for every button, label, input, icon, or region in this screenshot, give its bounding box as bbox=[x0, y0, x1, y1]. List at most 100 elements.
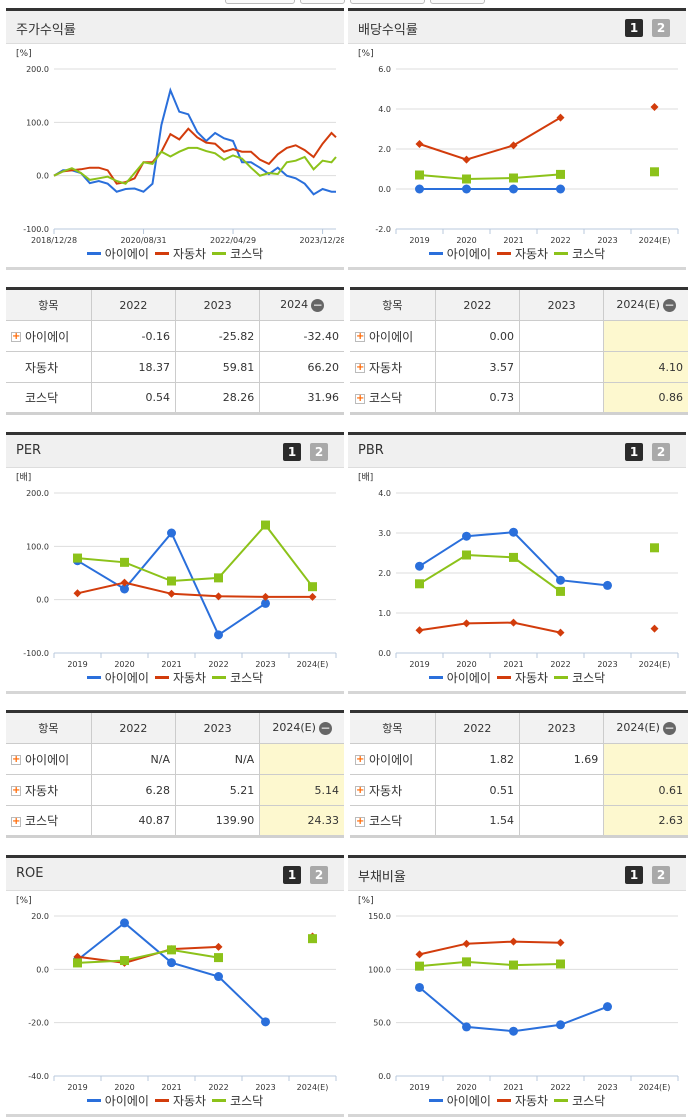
data-point-aieiei[interactable] bbox=[462, 184, 471, 194]
expand-plus-icon[interactable]: + bbox=[355, 362, 365, 373]
legend-item-auto[interactable]: 자동차 bbox=[154, 1092, 206, 1109]
data-point-auto[interactable] bbox=[214, 592, 223, 601]
legend-item-kosdaq[interactable]: 코스닥 bbox=[554, 669, 605, 686]
expand-plus-icon[interactable]: + bbox=[355, 815, 365, 827]
expand-plus-icon[interactable]: + bbox=[355, 754, 365, 765]
data-point-auto[interactable] bbox=[415, 950, 424, 959]
chart-type-1-button[interactable]: 1 bbox=[625, 443, 643, 461]
legend-item-kosdaq[interactable]: 코스닥 bbox=[554, 1092, 605, 1109]
data-point-aieiei[interactable] bbox=[415, 184, 424, 194]
collapse-minus-icon[interactable]: − bbox=[318, 720, 332, 735]
data-point-kosdaq[interactable] bbox=[308, 934, 317, 944]
collapse-minus-icon[interactable]: − bbox=[311, 297, 325, 312]
expand-plus-icon[interactable]: + bbox=[355, 785, 365, 796]
data-point-kosdaq[interactable] bbox=[650, 543, 659, 553]
legend-item-aieiei[interactable]: 아이에이 bbox=[428, 245, 491, 262]
data-point-auto[interactable] bbox=[120, 578, 129, 587]
data-point-kosdaq[interactable] bbox=[462, 550, 471, 560]
data-point-auto[interactable] bbox=[73, 589, 82, 598]
data-point-aieiei[interactable] bbox=[261, 1017, 270, 1027]
chart-type-1-button[interactable]: 1 bbox=[625, 19, 643, 37]
legend-item-aieiei[interactable]: 아이에이 bbox=[428, 669, 491, 686]
expand-plus-icon[interactable]: + bbox=[355, 331, 365, 342]
data-point-aieiei[interactable] bbox=[261, 598, 270, 608]
data-point-aieiei[interactable] bbox=[556, 575, 565, 585]
data-point-auto[interactable] bbox=[261, 592, 270, 601]
legend-item-kosdaq[interactable]: 코스닥 bbox=[212, 245, 263, 262]
data-point-aieiei[interactable] bbox=[415, 982, 424, 992]
data-point-kosdaq[interactable] bbox=[509, 960, 518, 970]
data-point-kosdaq[interactable] bbox=[556, 169, 565, 179]
data-point-kosdaq[interactable] bbox=[462, 957, 471, 967]
data-point-auto[interactable] bbox=[415, 140, 424, 148]
chart-type-1-button[interactable]: 1 bbox=[625, 866, 643, 884]
expand-plus-icon[interactable]: + bbox=[11, 785, 21, 796]
data-point-kosdaq[interactable] bbox=[415, 579, 424, 589]
toolbar-button[interactable] bbox=[350, 0, 425, 4]
data-point-kosdaq[interactable] bbox=[415, 170, 424, 180]
data-point-aieiei[interactable] bbox=[462, 531, 471, 541]
data-point-kosdaq[interactable] bbox=[73, 958, 82, 968]
toolbar-button[interactable] bbox=[225, 0, 295, 4]
data-point-auto[interactable] bbox=[509, 141, 518, 150]
legend-item-auto[interactable]: 자동차 bbox=[496, 1092, 548, 1109]
data-point-aieiei[interactable] bbox=[603, 1002, 612, 1012]
data-point-aieiei[interactable] bbox=[120, 918, 129, 928]
data-point-kosdaq[interactable] bbox=[308, 582, 317, 592]
data-point-auto[interactable] bbox=[167, 589, 176, 598]
legend-item-aieiei[interactable]: 아이에이 bbox=[86, 1092, 149, 1109]
legend-item-auto[interactable]: 자동차 bbox=[154, 669, 206, 686]
collapse-minus-icon[interactable]: − bbox=[662, 720, 676, 735]
chart-type-2-button[interactable]: 2 bbox=[652, 443, 670, 461]
data-point-kosdaq[interactable] bbox=[415, 961, 424, 971]
data-point-aieiei[interactable] bbox=[462, 1022, 471, 1032]
data-point-aieiei[interactable] bbox=[415, 561, 424, 571]
data-point-kosdaq[interactable] bbox=[556, 586, 565, 596]
data-point-aieiei[interactable] bbox=[167, 528, 176, 538]
data-point-aieiei[interactable] bbox=[556, 1020, 565, 1030]
data-point-auto[interactable] bbox=[214, 942, 223, 951]
data-point-auto[interactable] bbox=[509, 618, 518, 627]
data-point-aieiei[interactable] bbox=[214, 972, 223, 982]
expand-plus-icon[interactable]: + bbox=[11, 754, 21, 765]
data-point-auto[interactable] bbox=[650, 624, 659, 633]
chart-type-2-button[interactable]: 2 bbox=[652, 866, 670, 884]
legend-item-kosdaq[interactable]: 코스닥 bbox=[554, 245, 605, 262]
chart-type-1-button[interactable]: 1 bbox=[283, 866, 301, 884]
toolbar-button[interactable] bbox=[300, 0, 345, 4]
legend-item-auto[interactable]: 자동차 bbox=[496, 669, 548, 686]
data-point-auto[interactable] bbox=[415, 626, 424, 635]
data-point-auto[interactable] bbox=[308, 592, 317, 601]
data-point-kosdaq[interactable] bbox=[167, 576, 176, 586]
chart-type-2-button[interactable]: 2 bbox=[652, 19, 670, 37]
data-point-auto[interactable] bbox=[650, 103, 659, 111]
data-point-kosdaq[interactable] bbox=[509, 173, 518, 183]
data-point-aieiei[interactable] bbox=[120, 584, 129, 594]
expand-plus-icon[interactable]: + bbox=[11, 331, 21, 342]
data-point-auto[interactable] bbox=[556, 938, 565, 947]
data-point-aieiei[interactable] bbox=[556, 184, 565, 194]
data-point-kosdaq[interactable] bbox=[462, 174, 471, 184]
legend-item-aieiei[interactable]: 아이에이 bbox=[86, 669, 149, 686]
chart-type-2-button[interactable]: 2 bbox=[310, 866, 328, 884]
chart-type-1-button[interactable]: 1 bbox=[283, 443, 301, 461]
legend-item-aieiei[interactable]: 아이에이 bbox=[86, 245, 149, 262]
data-point-kosdaq[interactable] bbox=[214, 953, 223, 963]
expand-plus-icon[interactable]: + bbox=[11, 815, 21, 827]
data-point-auto[interactable] bbox=[462, 155, 471, 164]
data-point-auto[interactable] bbox=[462, 939, 471, 948]
data-point-kosdaq[interactable] bbox=[167, 945, 176, 955]
data-point-kosdaq[interactable] bbox=[120, 557, 129, 567]
legend-item-kosdaq[interactable]: 코스닥 bbox=[212, 669, 263, 686]
chart-type-2-button[interactable]: 2 bbox=[310, 443, 328, 461]
data-point-auto[interactable] bbox=[556, 628, 565, 637]
data-point-kosdaq[interactable] bbox=[214, 573, 223, 583]
toolbar-button[interactable] bbox=[430, 0, 485, 4]
data-point-kosdaq[interactable] bbox=[556, 959, 565, 969]
legend-item-auto[interactable]: 자동차 bbox=[154, 245, 206, 262]
data-point-kosdaq[interactable] bbox=[120, 956, 129, 966]
data-point-aieiei[interactable] bbox=[509, 184, 518, 194]
data-point-auto[interactable] bbox=[509, 937, 518, 946]
legend-item-kosdaq[interactable]: 코스닥 bbox=[212, 1092, 263, 1109]
data-point-auto[interactable] bbox=[556, 113, 565, 122]
